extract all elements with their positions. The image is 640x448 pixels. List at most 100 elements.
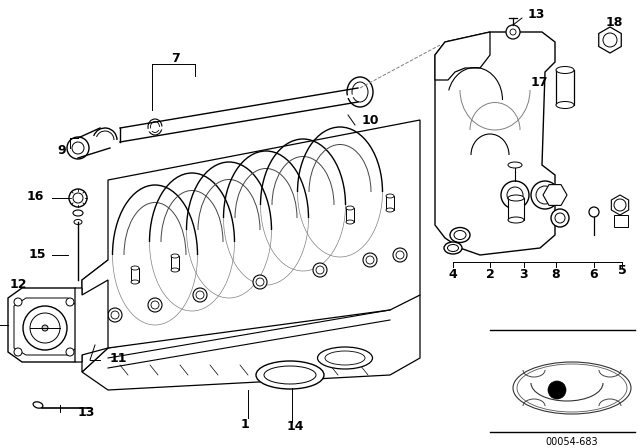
- Text: 2: 2: [486, 267, 494, 280]
- Bar: [614, 215, 628, 227]
- Polygon shape: [435, 32, 555, 255]
- Circle shape: [108, 308, 122, 322]
- Ellipse shape: [386, 208, 394, 212]
- Ellipse shape: [454, 231, 466, 240]
- Circle shape: [551, 209, 569, 227]
- Ellipse shape: [352, 82, 368, 102]
- Circle shape: [66, 298, 74, 306]
- Ellipse shape: [556, 102, 574, 108]
- Polygon shape: [435, 32, 490, 80]
- Circle shape: [614, 199, 626, 211]
- Bar: [171, 256, 179, 270]
- Text: 1: 1: [241, 418, 250, 431]
- Ellipse shape: [264, 366, 316, 384]
- Circle shape: [531, 181, 559, 209]
- Circle shape: [396, 251, 404, 259]
- Circle shape: [536, 186, 554, 204]
- Circle shape: [501, 181, 529, 209]
- Bar: [386, 196, 394, 210]
- Polygon shape: [82, 120, 420, 348]
- Text: 3: 3: [520, 267, 528, 280]
- Circle shape: [69, 189, 87, 207]
- Bar: [508, 198, 524, 220]
- Circle shape: [148, 298, 162, 312]
- Ellipse shape: [131, 266, 139, 270]
- Ellipse shape: [508, 217, 524, 223]
- Bar: [556, 70, 574, 105]
- Circle shape: [72, 142, 84, 154]
- Ellipse shape: [325, 351, 365, 365]
- Polygon shape: [82, 295, 420, 390]
- Circle shape: [366, 256, 374, 264]
- Ellipse shape: [171, 268, 179, 272]
- Ellipse shape: [508, 162, 522, 168]
- Circle shape: [253, 275, 267, 289]
- Text: 16: 16: [27, 190, 44, 202]
- Bar: [131, 268, 139, 282]
- Circle shape: [507, 187, 523, 203]
- Text: 13: 13: [528, 8, 545, 21]
- Ellipse shape: [256, 361, 324, 389]
- Bar: [346, 208, 354, 222]
- Ellipse shape: [150, 121, 159, 133]
- Ellipse shape: [33, 402, 43, 408]
- Ellipse shape: [508, 195, 524, 201]
- Circle shape: [603, 33, 617, 47]
- Circle shape: [66, 348, 74, 356]
- Polygon shape: [543, 185, 567, 205]
- Circle shape: [316, 266, 324, 274]
- Ellipse shape: [513, 362, 631, 414]
- Text: 18: 18: [605, 16, 623, 29]
- Ellipse shape: [386, 194, 394, 198]
- Circle shape: [363, 253, 377, 267]
- Circle shape: [14, 298, 22, 306]
- Ellipse shape: [131, 280, 139, 284]
- Text: 11: 11: [109, 352, 127, 365]
- Text: 10: 10: [362, 113, 380, 126]
- Ellipse shape: [148, 119, 162, 135]
- Ellipse shape: [73, 210, 83, 216]
- Polygon shape: [75, 280, 108, 362]
- Circle shape: [151, 301, 159, 309]
- Text: 13: 13: [78, 405, 95, 418]
- Ellipse shape: [171, 254, 179, 258]
- Text: 9: 9: [58, 143, 67, 156]
- Text: 8: 8: [552, 267, 560, 280]
- Text: 15: 15: [29, 249, 46, 262]
- Circle shape: [256, 278, 264, 286]
- Text: 5: 5: [618, 263, 627, 276]
- Text: 7: 7: [171, 52, 179, 65]
- Text: 6: 6: [589, 267, 598, 280]
- Text: 14: 14: [286, 421, 304, 434]
- Ellipse shape: [444, 242, 462, 254]
- Polygon shape: [14, 298, 76, 355]
- Circle shape: [23, 306, 67, 350]
- Text: 17: 17: [531, 77, 548, 90]
- Ellipse shape: [346, 220, 354, 224]
- Text: 4: 4: [449, 267, 458, 280]
- Ellipse shape: [317, 347, 372, 369]
- Circle shape: [193, 288, 207, 302]
- Ellipse shape: [347, 77, 373, 107]
- Circle shape: [196, 291, 204, 299]
- Circle shape: [589, 207, 599, 217]
- Circle shape: [548, 381, 566, 399]
- Circle shape: [506, 25, 520, 39]
- Ellipse shape: [450, 228, 470, 242]
- Circle shape: [67, 137, 89, 159]
- Circle shape: [30, 313, 60, 343]
- Circle shape: [42, 325, 48, 331]
- Polygon shape: [82, 260, 108, 372]
- Circle shape: [313, 263, 327, 277]
- Ellipse shape: [556, 66, 574, 73]
- Circle shape: [510, 29, 516, 35]
- Circle shape: [111, 311, 119, 319]
- Polygon shape: [8, 288, 82, 362]
- Text: 00054-683: 00054-683: [546, 437, 598, 447]
- Text: 12: 12: [10, 277, 28, 290]
- Ellipse shape: [74, 220, 82, 224]
- Circle shape: [73, 193, 83, 203]
- Polygon shape: [599, 27, 621, 53]
- Circle shape: [393, 248, 407, 262]
- Circle shape: [14, 348, 22, 356]
